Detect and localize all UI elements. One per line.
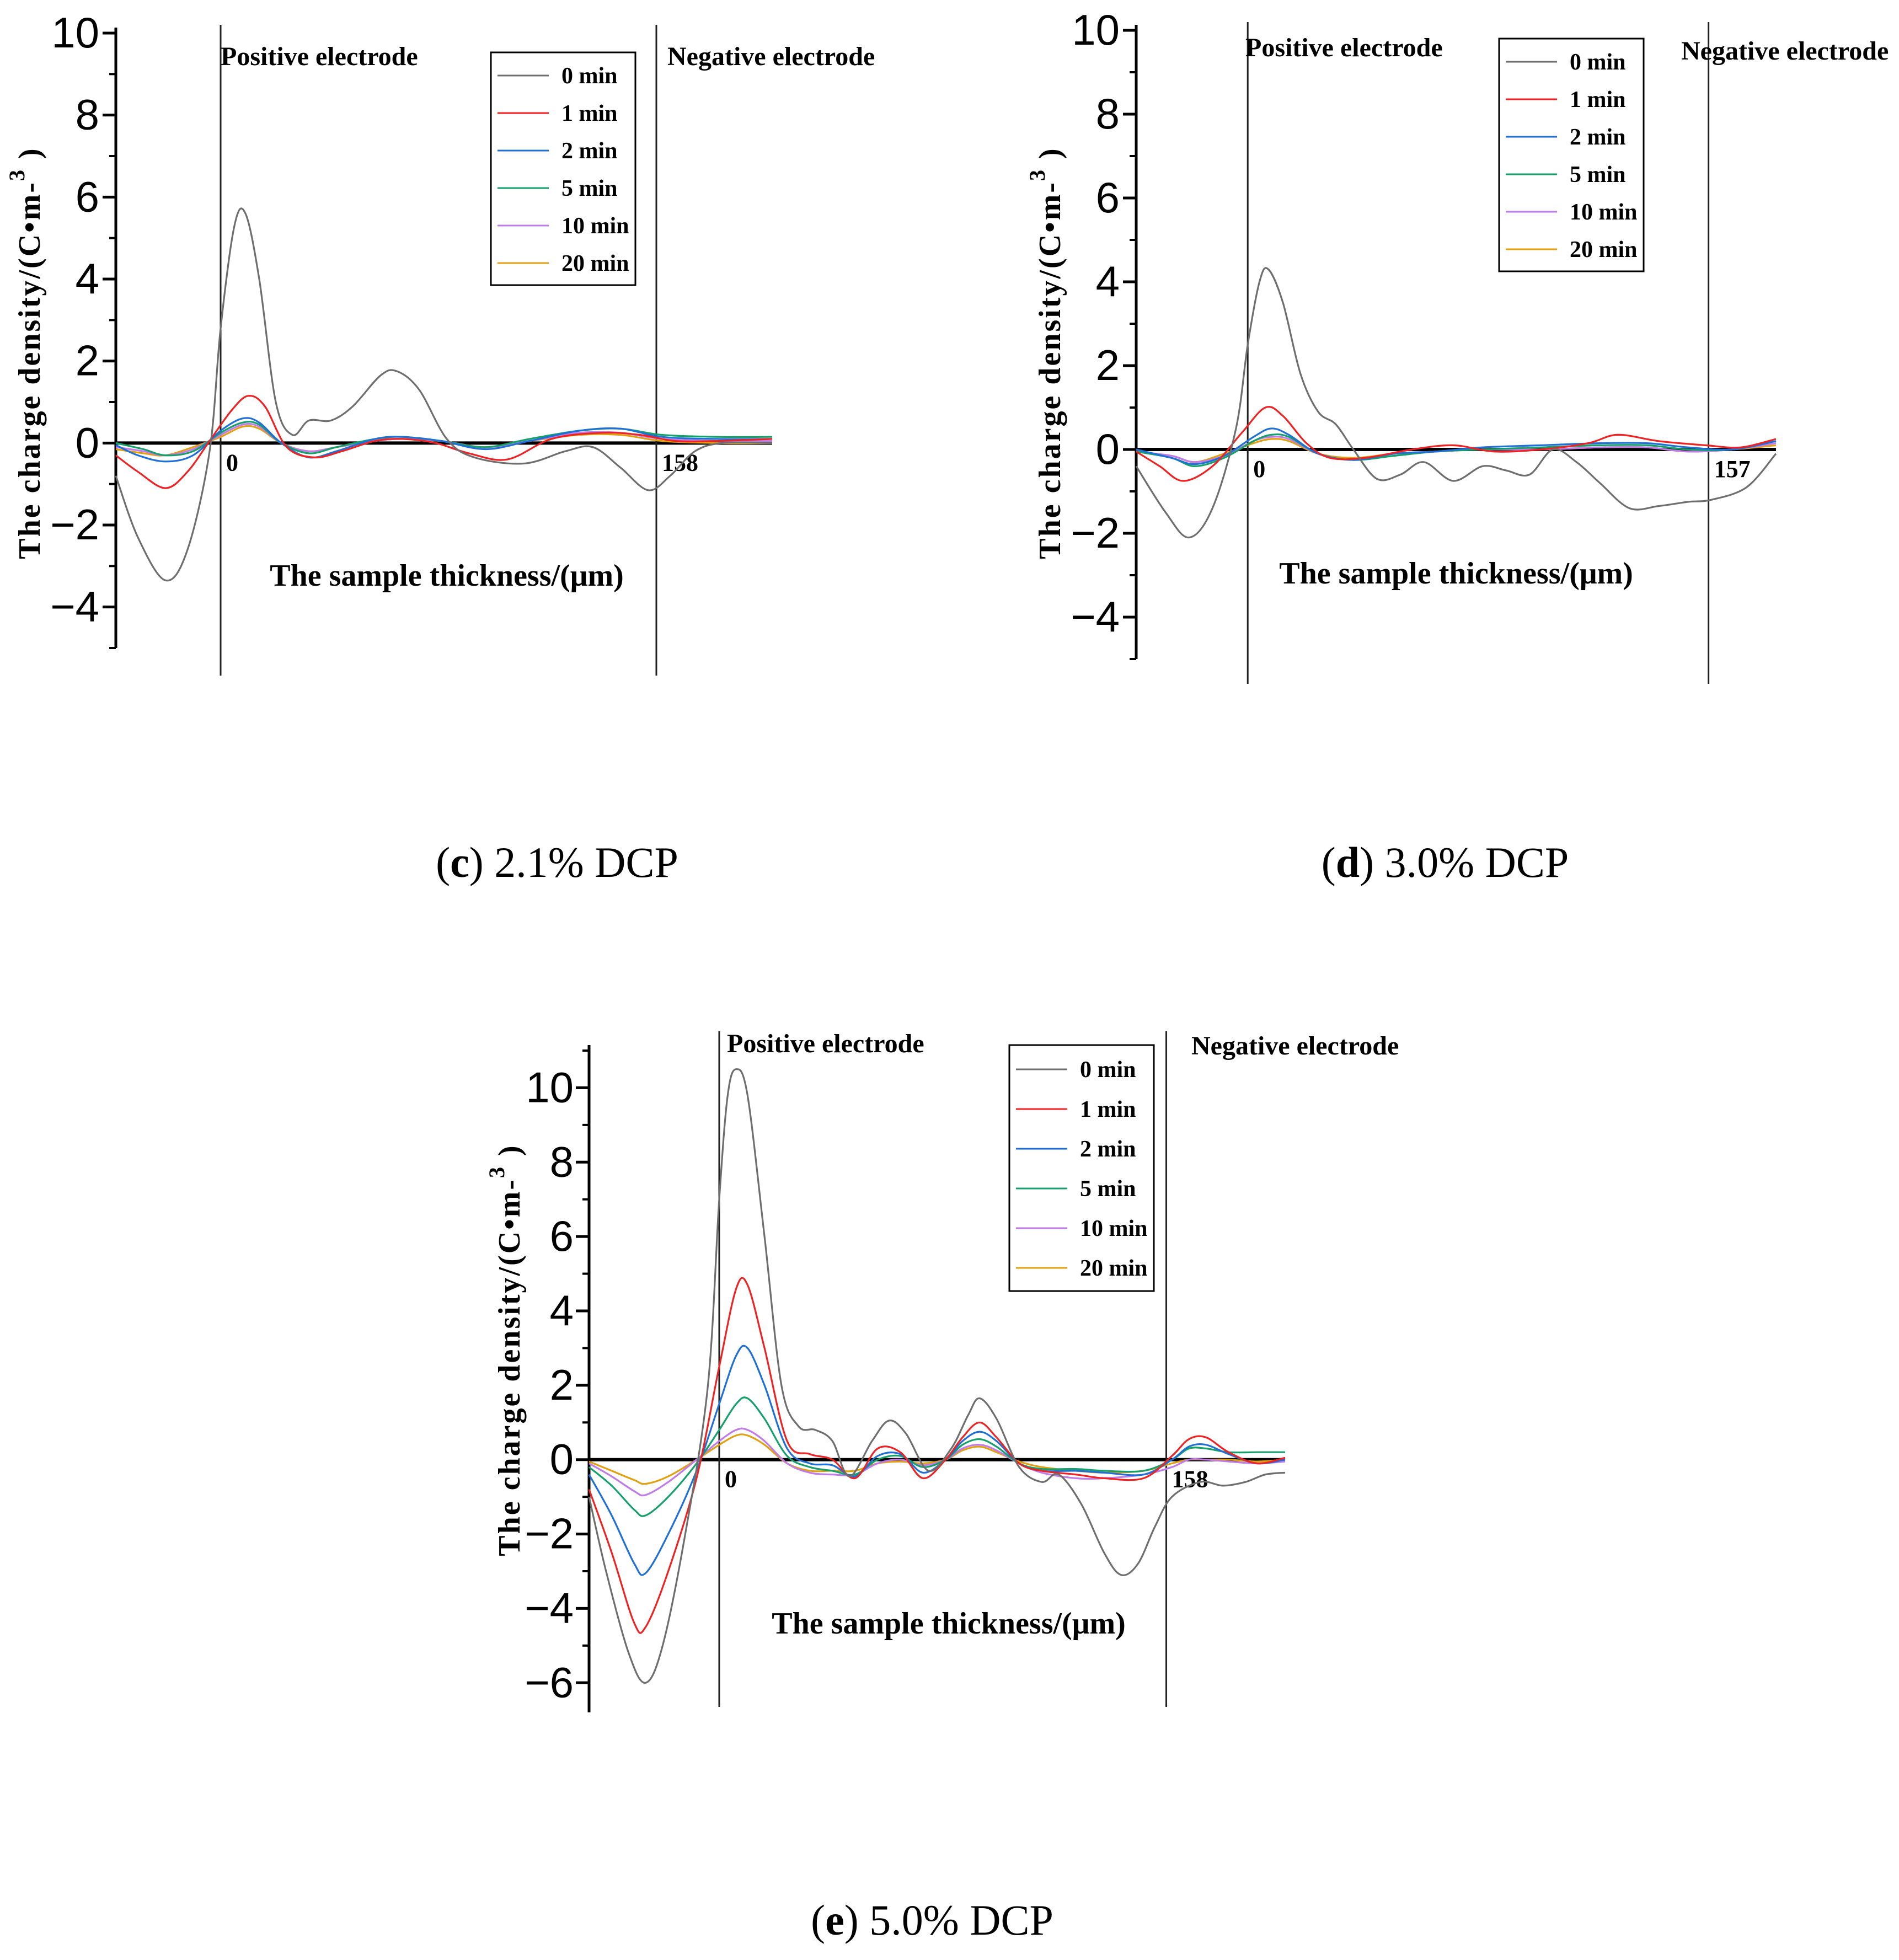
position-label-d: 0 [1253, 456, 1265, 483]
chart-panel-e: −6 −4 −2 0 2 4 6 8 10 Positive electrode Negative … [484, 1029, 1399, 1712]
legend-label-0-min: 0 min [1570, 50, 1626, 75]
series-line-1-min [115, 395, 773, 489]
y-tick-label-e: −6 [525, 1658, 574, 1706]
legend-box-d [1498, 38, 1645, 272]
caption-c-letter: c [450, 838, 469, 886]
position-label-e: 0 [725, 1466, 737, 1493]
negative-electrode-label-e: Negative electrode [1191, 1031, 1399, 1061]
series-line-5-min [1136, 433, 1777, 467]
y-tick-label-c: 8 [76, 90, 99, 139]
position-label-d: 157 [1714, 456, 1751, 483]
y-tick-label-c: 10 [51, 8, 99, 57]
y-tick-label-c: 0 [76, 418, 99, 467]
x-axis-title-e: The sample thickness/(μm) [772, 1606, 1126, 1641]
legend-label-10-min: 10 min [561, 213, 629, 239]
series-line-2-min [1136, 427, 1777, 465]
legend-label-2-min: 2 min [561, 138, 618, 164]
positive-electrode-label-e: Positive electrode [727, 1029, 924, 1058]
legend-label-10-min: 10 min [1080, 1216, 1148, 1241]
caption-d-text: 3.0% DCP [1385, 838, 1569, 886]
y-tick-label-e: 4 [550, 1286, 574, 1335]
caption-d-letter: d [1336, 838, 1360, 886]
legend-label-20-min: 20 min [1570, 237, 1638, 263]
legend-label-2-min: 2 min [1570, 125, 1626, 150]
chart-panel-c: −4 −2 0 2 4 6 8 10 Positive electrode Negative el… [4, 8, 875, 676]
y-axis-title-c: The charge density/(C•m-3 ) [4, 147, 47, 559]
y-tick-label-d: 0 [1096, 425, 1120, 473]
series-line-1-min [588, 1277, 1286, 1634]
series-line-0-min [1135, 267, 1777, 539]
y-tick-label-d: 2 [1096, 341, 1120, 389]
y-tick-label-e: 0 [550, 1435, 574, 1484]
legend-label-20-min: 20 min [1080, 1256, 1148, 1281]
positive-electrode-label-c: Positive electrode [221, 42, 418, 71]
y-tick-label-e: −4 [525, 1583, 574, 1632]
legend-label-5-min: 5 min [561, 176, 618, 201]
y-tick-label-d: 8 [1096, 89, 1120, 138]
position-label-c: 0 [226, 449, 238, 476]
series-line-0-min [115, 207, 773, 582]
y-tick-label-e: −2 [525, 1509, 574, 1558]
caption-c-text: 2.1% DCP [494, 838, 678, 886]
legend-label-10-min: 10 min [1570, 200, 1638, 225]
series-line-2-min [115, 417, 773, 463]
y-tick-label-e: 8 [550, 1137, 574, 1186]
y-tick-label-e: 6 [550, 1212, 574, 1260]
y-tick-label-c: −4 [50, 582, 99, 631]
y-tick-label-d: 10 [1072, 6, 1120, 54]
legend-box-c [490, 51, 636, 286]
y-tick-label-e: 2 [550, 1361, 574, 1409]
legend-label-1-min: 1 min [1570, 87, 1626, 113]
y-tick-label-d: −2 [1071, 508, 1120, 557]
negative-electrode-label-d: Negative electrode [1681, 36, 1889, 66]
series-line-1-min [1136, 406, 1777, 482]
caption-e-text: 5.0% DCP [869, 1896, 1053, 1944]
y-tick-label-c: 2 [76, 336, 99, 385]
x-axis-title-d: The sample thickness/(μm) [1279, 556, 1633, 591]
legend-label-5-min: 5 min [1080, 1176, 1136, 1202]
legend-label-2-min: 2 min [1080, 1137, 1136, 1162]
caption-e: (e) 5.0% DCP [811, 1896, 1053, 1944]
legend-label-20-min: 20 min [561, 251, 629, 276]
caption-c: (c) 2.1% DCP [436, 838, 678, 886]
legend-label-0-min: 0 min [1080, 1057, 1136, 1083]
legend-box-e [1008, 1044, 1155, 1292]
chart-panel-d: −4 −2 0 2 4 6 8 10 Positive electrode Negative el… [1025, 6, 1889, 684]
x-axis-title-c: The sample thickness/(μm) [270, 559, 624, 593]
series-line-0-min [588, 1068, 1286, 1684]
y-axis-title-d: The charge density/(C•m-3 ) [1025, 147, 1067, 559]
caption-d: (d) 3.0% DCP [1322, 838, 1569, 886]
y-tick-label-e: 10 [526, 1063, 574, 1111]
y-tick-label-c: 4 [76, 254, 99, 303]
legend-label-0-min: 0 min [561, 63, 618, 89]
legend-label-5-min: 5 min [1570, 162, 1626, 188]
y-tick-label-d: 6 [1096, 173, 1120, 222]
position-label-e: 158 [1172, 1466, 1208, 1493]
legend-label-1-min: 1 min [1080, 1097, 1136, 1122]
y-tick-label-d: −4 [1071, 592, 1120, 641]
y-tick-label-d: 4 [1096, 257, 1120, 306]
positive-electrode-label-d: Positive electrode [1245, 33, 1443, 62]
y-tick-label-c: 6 [76, 172, 99, 221]
caption-e-letter: e [825, 1896, 844, 1944]
legend-label-1-min: 1 min [561, 101, 618, 126]
negative-electrode-label-c: Negative electrode [667, 42, 875, 71]
y-tick-label-c: −2 [50, 500, 99, 549]
y-axis-title-e: The charge density/(C•m-3 ) [484, 1144, 527, 1556]
